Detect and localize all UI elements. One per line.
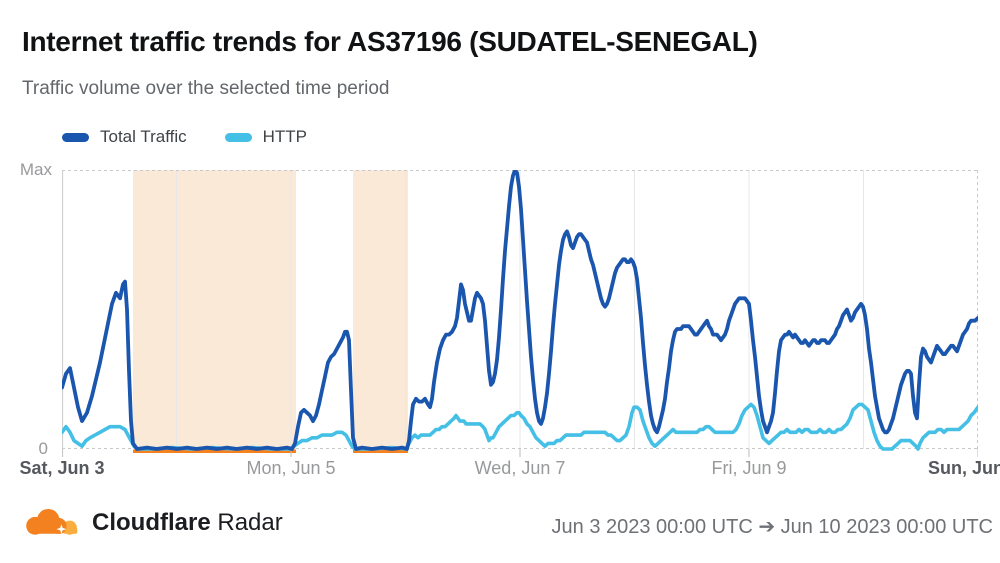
legend-label: HTTP — [262, 127, 308, 146]
x-axis-label: Sat, Jun 3 — [19, 458, 105, 478]
series-line-http — [60, 402, 980, 451]
legend-label: Total Traffic — [100, 127, 187, 146]
outage-region — [353, 170, 408, 449]
series-line-total-traffic — [60, 168, 980, 451]
time-range-label: Jun 3 2023 00:00 UTC ➔ Jun 10 2023 00:00… — [551, 516, 993, 538]
traffic-chart-svg — [60, 168, 980, 457]
outage-region — [133, 170, 296, 449]
logo-sparkle — [56, 524, 67, 535]
total-traffic-swatch-icon — [62, 132, 89, 142]
x-axis-label: Sun, Jun 11 — [927, 458, 1000, 478]
outage-annotation-bar — [353, 449, 408, 453]
y-axis-zero-label: 0 — [38, 439, 48, 458]
cloudflare-logo-icon — [26, 508, 78, 535]
brand-radar: Radar — [217, 509, 283, 536]
page-subtitle: Traffic volume over the selected time pe… — [22, 78, 390, 99]
brand-text: Cloudflare Radar — [92, 509, 283, 537]
x-axis-label: Mon, Jun 5 — [246, 458, 336, 478]
page-title: Internet traffic trends for AS37196 (SUD… — [22, 26, 758, 57]
http-swatch-icon — [224, 132, 252, 142]
brand-cloudflare: Cloudflare — [92, 509, 211, 536]
footer-brand[interactable]: Cloudflare Radar — [22, 508, 283, 538]
chart-legend: Total Traffic HTTP — [62, 127, 307, 147]
y-axis-max-label: Max — [19, 160, 52, 179]
traffic-chart[interactable] — [60, 168, 980, 465]
x-axis-labels: Sat, Jun 3 Mon, Jun 5 Wed, Jun 7 Fri, Jun 9… — [19, 458, 1000, 482]
legend-item-http[interactable]: HTTP — [224, 127, 308, 147]
outage-annotation-bar — [133, 449, 296, 453]
x-axis-label: Wed, Jun 7 — [474, 458, 566, 478]
legend-item-total-traffic[interactable]: Total Traffic — [62, 127, 187, 147]
x-axis-label: Fri, Jun 9 — [711, 458, 787, 478]
